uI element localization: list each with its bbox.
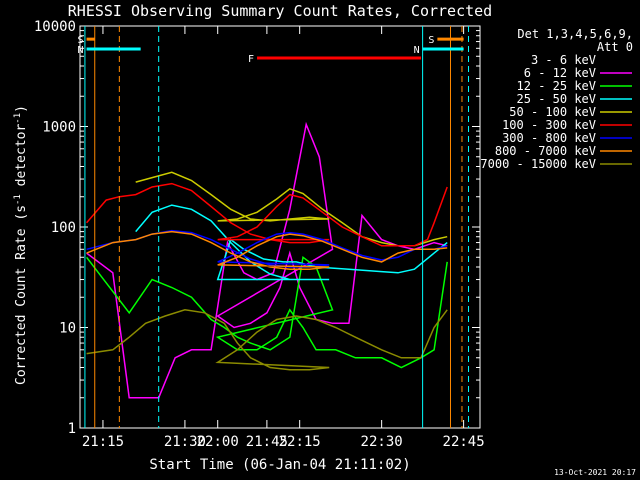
x-tick-label: 22:00 bbox=[197, 434, 239, 450]
footer-date: 13-Oct-2021 20:17 bbox=[554, 468, 636, 477]
legend-header: Det 1,3,4,5,6,9, bbox=[517, 27, 633, 41]
x-tick-label: 22:30 bbox=[361, 434, 403, 450]
series-line bbox=[86, 229, 448, 268]
series-line bbox=[86, 255, 448, 369]
series-line bbox=[86, 230, 448, 270]
x-tick-label: 22:15 bbox=[279, 434, 321, 450]
legend-entry-label: 7000 - 15000 keV bbox=[480, 157, 596, 171]
annotation-label: S bbox=[78, 35, 84, 46]
axis-ticks: 21:15 21:30 21:45 22:00 22:15 22:30 22:45 1 10 10… bbox=[34, 19, 485, 450]
series-line bbox=[86, 309, 448, 371]
y-tick-label: 10000 bbox=[34, 19, 76, 35]
series-line bbox=[135, 171, 448, 247]
series-line bbox=[86, 182, 448, 247]
legend-entry-label: 800 - 7000 keV bbox=[495, 144, 596, 158]
legend-entry-label: 12 - 25 keV bbox=[517, 79, 596, 93]
y-axis-label: Corrected Count Rate (s-1 detector-1) bbox=[13, 105, 29, 385]
y-tick-label: 100 bbox=[51, 220, 76, 236]
y-tick-label: 10 bbox=[59, 321, 76, 337]
y-tick-label: 1 bbox=[68, 421, 76, 437]
legend-header: Att 0 bbox=[597, 40, 633, 54]
y-axis-label-part: Corrected Count Rate (s bbox=[14, 205, 29, 385]
legend-entry-label: 100 - 300 keV bbox=[502, 118, 596, 132]
legend-entry-label: 50 - 100 keV bbox=[509, 105, 596, 119]
legend-entry-label: 25 - 50 keV bbox=[517, 92, 596, 106]
x-axis-label: Start Time (06-Jan-04 21:11:02) bbox=[149, 457, 410, 473]
y-tick-label: 1000 bbox=[42, 120, 76, 136]
legend-entry-label: 300 - 800 keV bbox=[502, 131, 596, 145]
annotation-label: F bbox=[248, 54, 254, 65]
x-tick-label: 21:15 bbox=[82, 434, 124, 450]
y-axis-label-part: ) bbox=[14, 105, 29, 113]
chart-title: RHESSI Observing Summary Count Rates, Co… bbox=[68, 2, 492, 20]
legend-entry-label: 3 - 6 keV bbox=[531, 53, 596, 67]
x-tick-label: 22:45 bbox=[443, 434, 485, 450]
annotation-label: S bbox=[428, 35, 434, 46]
x-tick-label: 21:30 bbox=[164, 434, 206, 450]
y-axis-label-sup: -1 bbox=[13, 113, 23, 124]
y-axis-label-sup: -1 bbox=[13, 194, 23, 205]
series-layer bbox=[86, 121, 448, 399]
annotation-label: N bbox=[414, 45, 420, 56]
y-axis-label-part: detector bbox=[14, 124, 29, 195]
annotation-label: N bbox=[78, 45, 84, 56]
legend-entry-label: 6 - 12 keV bbox=[524, 66, 596, 80]
x-tick-label: 21:45 bbox=[246, 434, 288, 450]
series-line bbox=[86, 121, 448, 399]
annotation-layer: S SN NF bbox=[78, 26, 470, 428]
